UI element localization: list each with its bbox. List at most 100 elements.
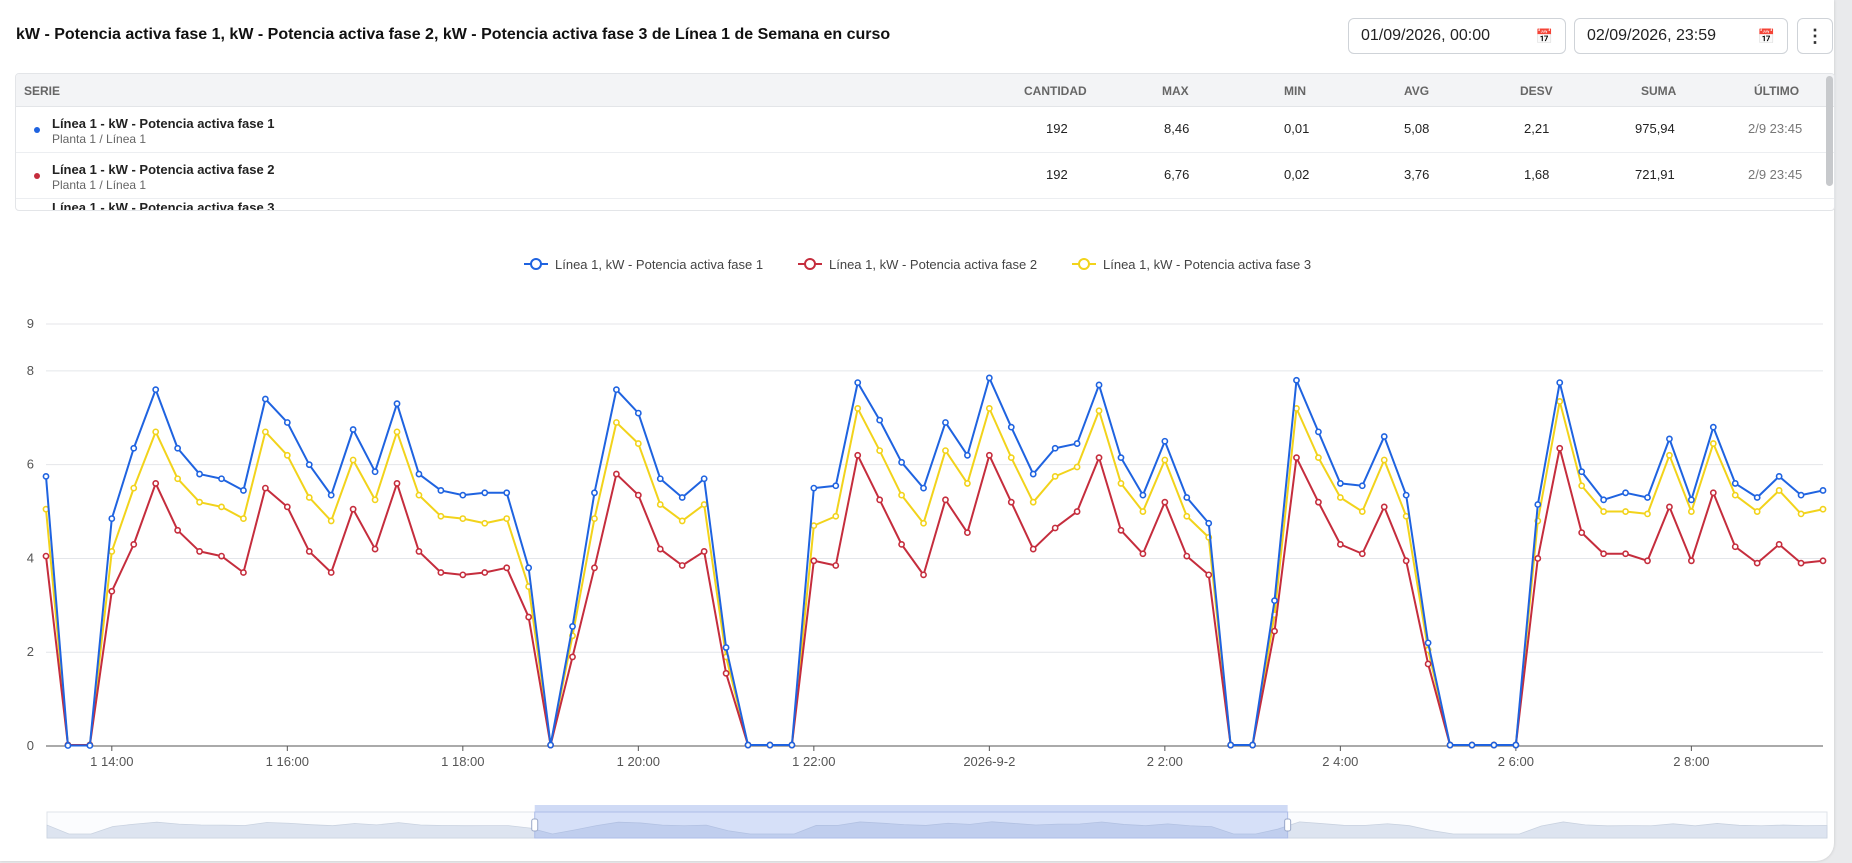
data-point	[1709, 423, 1717, 431]
header-suma[interactable]: SUMA	[1641, 84, 1677, 98]
data-point	[1029, 498, 1037, 506]
data-point	[1578, 482, 1586, 490]
data-point	[985, 451, 993, 459]
data-point	[1687, 557, 1695, 565]
data-point	[1161, 498, 1169, 506]
data-point	[1775, 472, 1783, 480]
table-scrollbar[interactable]	[1826, 76, 1833, 186]
data-point	[1029, 545, 1037, 553]
series-name: Línea 1 - kW - Potencia activa fase 1	[52, 116, 275, 131]
data-point	[327, 517, 335, 525]
table-row[interactable]: Línea 1 - kW - Potencia activa fase 2 Pl…	[16, 153, 1834, 199]
data-point	[678, 562, 686, 569]
y-tick-label: 9	[27, 316, 34, 331]
data-point	[1556, 444, 1564, 452]
header-desv[interactable]: DESV	[1520, 84, 1553, 98]
data-point	[437, 487, 445, 494]
data-point	[876, 496, 884, 504]
data-point	[1205, 571, 1213, 579]
data-point	[261, 484, 269, 492]
data-point	[1446, 741, 1454, 749]
data-point	[1578, 529, 1586, 537]
data-point	[854, 451, 862, 459]
data-point	[1117, 480, 1125, 487]
zoom-handle-left[interactable]	[531, 818, 539, 832]
data-point	[634, 491, 642, 499]
x-tick-label: 1 20:00	[617, 754, 660, 769]
data-point	[1315, 454, 1322, 462]
legend-item-3[interactable]: Línea 1, kW - Potencia activa fase 3	[1072, 257, 1311, 272]
kebab-vertical-icon[interactable]: ⋮	[1797, 18, 1833, 54]
data-point	[305, 548, 313, 555]
zoom-slider[interactable]	[46, 805, 1828, 839]
data-point	[1819, 505, 1827, 513]
series-line	[45, 447, 1824, 747]
zoom-window-top	[534, 805, 1288, 812]
data-point	[1007, 454, 1015, 462]
series-path: Planta 1 / Línea 1	[52, 178, 147, 192]
data-point	[898, 458, 905, 466]
data-point	[1666, 435, 1673, 443]
data-point	[1051, 444, 1059, 452]
legend-label: Línea 1, kW - Potencia activa fase 1	[555, 257, 763, 272]
data-point	[876, 416, 884, 424]
data-point	[854, 379, 862, 387]
series-2	[42, 444, 1827, 749]
data-point	[1797, 491, 1805, 499]
data-point	[1095, 454, 1103, 462]
data-point	[1468, 741, 1476, 749]
data-point	[1753, 494, 1761, 501]
data-point	[678, 494, 686, 501]
data-point	[898, 540, 905, 548]
data-point	[920, 484, 927, 492]
data-point	[547, 741, 554, 749]
stats-table: SERIE CANTIDAD MAX MIN AVG DESV SUMA ÚLT…	[15, 73, 1835, 211]
y-tick-label: 8	[27, 363, 34, 378]
data-point	[503, 489, 511, 497]
date-to-value: 02/09/2026, 23:59	[1587, 27, 1717, 44]
date-from-input[interactable]: 01/09/2026, 00:00 📅	[1348, 18, 1566, 54]
legend-item-2[interactable]: Línea 1, kW - Potencia activa fase 2	[798, 257, 1037, 272]
header-cantidad[interactable]: CANTIDAD	[1024, 84, 1087, 98]
calendar-icon[interactable]: 📅	[1757, 27, 1775, 44]
data-point	[1095, 381, 1103, 389]
data-point	[700, 548, 708, 555]
header-serie[interactable]: SERIE	[24, 84, 61, 98]
data-point	[700, 501, 708, 508]
data-point	[371, 545, 379, 553]
data-point	[634, 409, 642, 417]
cell-max: 6,76	[1164, 167, 1190, 182]
header-avg[interactable]: AVG	[1404, 84, 1430, 98]
data-point	[1402, 491, 1410, 499]
header-max[interactable]: MAX	[1162, 84, 1189, 98]
data-point	[832, 482, 840, 490]
data-point	[174, 444, 182, 452]
data-point	[722, 669, 730, 677]
calendar-icon[interactable]: 📅	[1535, 27, 1553, 44]
data-point	[371, 468, 379, 476]
data-point	[415, 548, 423, 555]
header-min[interactable]: MIN	[1284, 84, 1306, 98]
data-point	[569, 653, 576, 661]
table-row[interactable]: Línea 1 - kW - Potencia activa fase 1 Pl…	[16, 107, 1834, 153]
date-to-input[interactable]: 02/09/2026, 23:59 📅	[1574, 18, 1788, 54]
data-point	[1139, 508, 1147, 515]
data-point	[1051, 524, 1059, 532]
data-point	[218, 475, 225, 483]
data-point	[788, 741, 796, 749]
y-tick-label: 6	[27, 457, 34, 472]
table-row[interactable]: Línea 1 - kW - Potencia activa fase 3	[16, 199, 1834, 210]
data-point	[700, 475, 708, 483]
data-point	[327, 491, 335, 499]
data-point	[1380, 503, 1388, 511]
data-point	[196, 470, 203, 478]
data-point	[898, 491, 905, 499]
legend-item-1[interactable]: Línea 1, kW - Potencia activa fase 1	[524, 257, 763, 272]
data-point	[1117, 526, 1125, 534]
header-ultimo[interactable]: ÚLTIMO	[1754, 84, 1800, 98]
zoom-handle-right[interactable]	[1284, 818, 1292, 832]
x-axis: 1 14:00 1 16:00 1 18:00 1 20:00 1 22:00 2026-…	[90, 746, 1709, 769]
legend-label: Línea 1, kW - Potencia activa fase 3	[1103, 257, 1311, 272]
data-point	[1424, 639, 1432, 647]
